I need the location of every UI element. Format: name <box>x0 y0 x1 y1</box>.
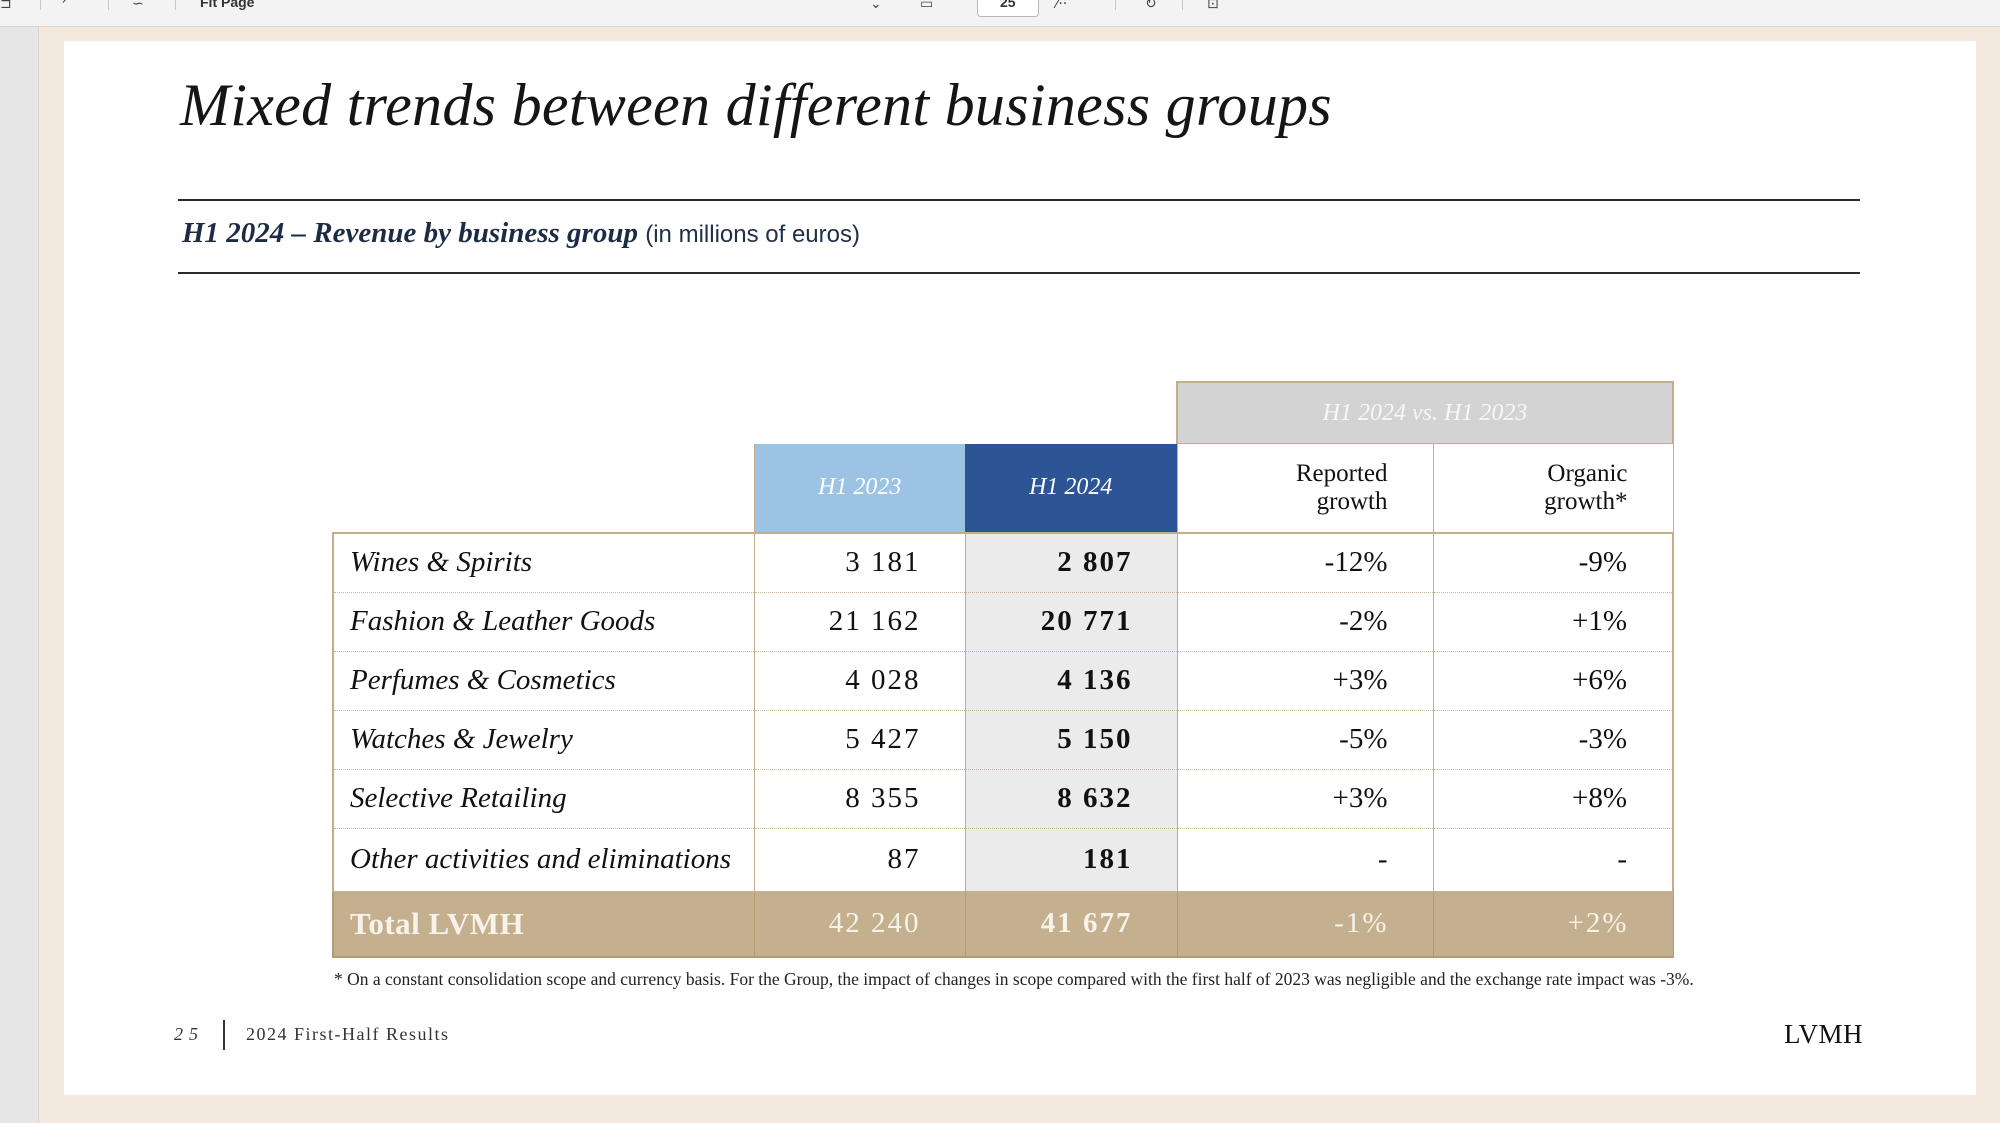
subtitle-top-rule <box>178 199 1860 201</box>
cell-h1-2023: 8 355 <box>754 769 966 829</box>
document-title: 2024 First-Half Results <box>246 1024 450 1044</box>
read-aloud-icon[interactable]: ∽ <box>132 0 144 12</box>
cell-reported-growth: -2% <box>1176 592 1434 652</box>
total-organic-growth: +2% <box>1433 891 1674 958</box>
header-organic-line1: Organic <box>1547 459 1628 487</box>
cell-h1-2023: 5 427 <box>754 710 966 770</box>
cell-h1-2024: 5 150 <box>965 710 1177 770</box>
table-subtitle: H1 2024 – Revenue by business group (in … <box>182 217 860 250</box>
cell-h1-2024: 2 807 <box>965 532 1177 593</box>
revenue-table: H1 2024 vs. H1 2023 H1 2023 H1 2024 Repo… <box>332 381 1674 958</box>
comparison-group-header: H1 2024 vs. H1 2023 <box>1176 381 1674 444</box>
cell-organic-growth: -3% <box>1433 710 1674 770</box>
rotate-icon[interactable]: ↻ <box>1145 0 1157 12</box>
header-organic-line2: growth* <box>1544 487 1628 515</box>
table-row: Wines & Spirits 3 181 2 807 -12% -9% <box>332 532 1674 593</box>
header-reported-line1: Reported <box>1295 459 1388 487</box>
toolbar-divider <box>108 0 109 10</box>
zoom-dropdown-icon[interactable]: ⌄ <box>870 0 882 12</box>
total-h1-2023: 42 240 <box>754 891 966 958</box>
cell-h1-2023: 21 162 <box>754 592 966 652</box>
subtitle-main: H1 2024 – Revenue by business group <box>182 217 638 249</box>
row-label: Fashion & Leather Goods <box>332 592 755 652</box>
page-count-icon: ⁄·· <box>1056 0 1068 12</box>
cell-organic-growth: -9% <box>1433 532 1674 593</box>
page-number: 25 <box>174 1024 204 1044</box>
header-organic-growth: Organic growth* <box>1432 443 1674 533</box>
page-number-input[interactable] <box>977 0 1039 17</box>
fit-width-icon[interactable]: ⊡ <box>1207 0 1219 12</box>
subtitle-bottom-rule <box>178 272 1860 274</box>
total-reported-growth: -1% <box>1177 891 1434 958</box>
cell-organic-growth: - <box>1433 828 1674 892</box>
viewer-left-rail <box>0 27 39 1123</box>
header-reported-growth: Reported growth <box>1176 443 1434 533</box>
column-header-row: H1 2023 H1 2024 Reported growth Organic … <box>333 443 1674 533</box>
cell-organic-growth: +6% <box>1433 651 1674 711</box>
toolbar-divider <box>1115 0 1116 10</box>
slide-page: Mixed trends between different business … <box>64 41 1976 1095</box>
page-view-icon[interactable]: ▭ <box>920 0 934 12</box>
cell-h1-2023: 87 <box>754 828 966 892</box>
table-row: Watches & Jewelry 5 427 5 150 -5% -3% <box>332 710 1674 770</box>
group-header-row: H1 2024 vs. H1 2023 <box>333 381 1674 444</box>
footer-divider <box>223 1020 225 1050</box>
page-number-value: 25 <box>1000 0 1016 10</box>
row-label: Other activities and eliminations <box>332 828 755 892</box>
header-h1-2023: H1 2023 <box>753 443 965 533</box>
cell-h1-2024: 8 632 <box>965 769 1177 829</box>
header-reported-line2: growth <box>1316 487 1388 515</box>
row-label: Selective Retailing <box>332 769 755 829</box>
table-row: Perfumes & Cosmetics 4 028 4 136 +3% +6% <box>332 651 1674 711</box>
cell-reported-growth: - <box>1176 828 1434 892</box>
cell-h1-2024: 4 136 <box>965 651 1177 711</box>
toolbar-divider <box>1182 0 1183 10</box>
cell-h1-2024: 181 <box>965 828 1177 892</box>
table-row: Other activities and eliminations 87 181… <box>332 828 1674 892</box>
table-row: Fashion & Leather Goods 21 162 20 771 -2… <box>332 592 1674 652</box>
cursor-icon[interactable]: ᐟ <box>62 0 68 12</box>
toolbar-divider <box>175 0 176 10</box>
row-label: Watches & Jewelry <box>332 710 755 770</box>
zoom-mode-label[interactable]: Fit Page <box>200 0 255 10</box>
total-h1-2024: 41 677 <box>965 891 1178 958</box>
row-label: Wines & Spirits <box>332 532 755 593</box>
brand-logo: LVMH <box>1784 1019 1864 1049</box>
slide-title: Mixed trends between different business … <box>180 72 1332 138</box>
cell-h1-2024: 20 771 <box>965 592 1177 652</box>
viewer-toolbar: ⊐ ᐟ ∽ Fit Page ⌄ ▭ 25 ⁄·· ↻ ⊡ <box>0 0 2000 27</box>
header-h1-2024: H1 2024 <box>965 443 1177 533</box>
cell-h1-2023: 4 028 <box>754 651 966 711</box>
subtitle-unit: (in millions of euros) <box>645 221 860 248</box>
table-footnote: * On a constant consolidation scope and … <box>334 969 1694 989</box>
table-row: Selective Retailing 8 355 8 632 +3% +8% <box>332 769 1674 829</box>
cell-organic-growth: +8% <box>1433 769 1674 829</box>
cell-h1-2023: 3 181 <box>754 532 966 593</box>
row-label: Perfumes & Cosmetics <box>332 651 755 711</box>
total-label: Total LVMH <box>332 891 755 958</box>
cell-reported-growth: -12% <box>1176 532 1434 593</box>
cell-reported-growth: +3% <box>1176 651 1434 711</box>
cell-reported-growth: -5% <box>1176 710 1434 770</box>
sidebar-toggle-icon[interactable]: ⊐ <box>0 0 12 12</box>
total-row: Total LVMH 42 240 41 677 -1% +2% <box>332 891 1674 958</box>
cell-organic-growth: +1% <box>1433 592 1674 652</box>
cell-reported-growth: +3% <box>1176 769 1434 829</box>
toolbar-divider <box>40 0 41 10</box>
